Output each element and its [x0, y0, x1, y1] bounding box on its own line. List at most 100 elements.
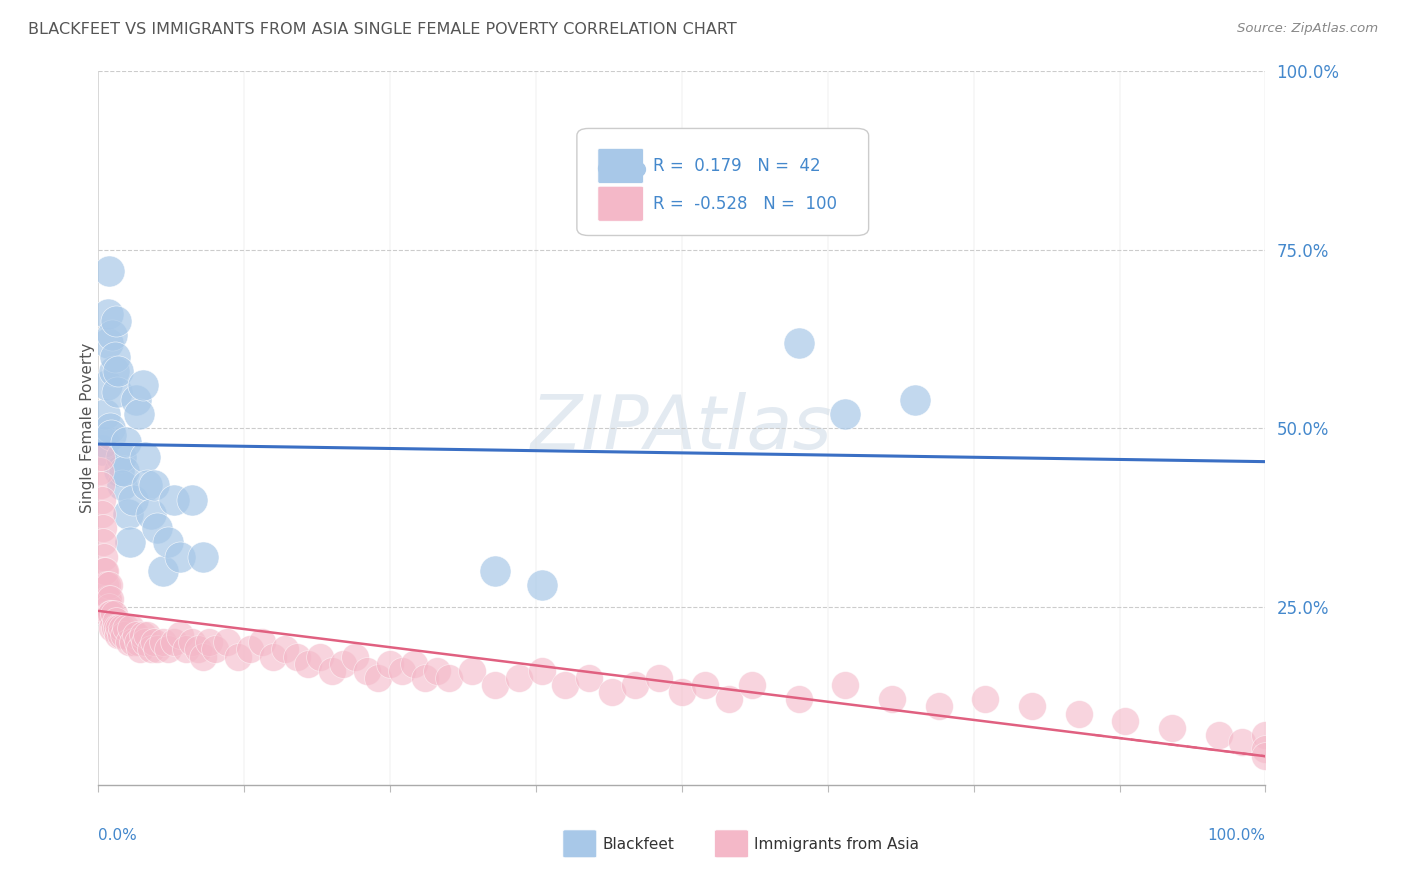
Point — [129, 642, 152, 657]
Point — [671, 685, 693, 699]
Point — [96, 592, 118, 607]
Point — [163, 492, 186, 507]
Point — [101, 621, 124, 635]
Point — [112, 464, 135, 478]
Point — [530, 664, 553, 678]
Point — [904, 392, 927, 407]
Point — [134, 450, 156, 464]
Point — [115, 435, 138, 450]
Point — [89, 464, 111, 478]
Point — [321, 664, 343, 678]
Point — [97, 335, 120, 350]
Point — [90, 507, 112, 521]
Point — [139, 507, 162, 521]
Point — [228, 649, 250, 664]
Point — [98, 421, 121, 435]
Point — [309, 649, 332, 664]
Point — [136, 628, 159, 642]
Point — [1254, 728, 1277, 742]
Point — [461, 664, 484, 678]
Point — [285, 649, 308, 664]
Point — [1161, 721, 1184, 735]
Point — [98, 607, 121, 621]
Point — [1114, 714, 1136, 728]
Point — [97, 307, 120, 321]
Point — [104, 621, 127, 635]
Point — [1254, 742, 1277, 756]
FancyBboxPatch shape — [576, 128, 869, 235]
Point — [143, 478, 166, 492]
Point — [1067, 706, 1090, 721]
Point — [193, 649, 215, 664]
Point — [132, 628, 155, 642]
Point — [112, 628, 135, 642]
Point — [127, 635, 149, 649]
Point — [508, 671, 530, 685]
Point — [146, 642, 169, 657]
Point — [125, 392, 148, 407]
Point — [484, 678, 506, 692]
Point — [94, 407, 117, 421]
Point — [187, 642, 209, 657]
FancyBboxPatch shape — [598, 186, 644, 221]
Point — [198, 635, 221, 649]
Point — [624, 678, 647, 692]
Point — [928, 699, 950, 714]
Point — [128, 407, 150, 421]
Point — [600, 685, 623, 699]
Point — [787, 335, 810, 350]
Text: Source: ZipAtlas.com: Source: ZipAtlas.com — [1237, 22, 1378, 36]
Point — [741, 678, 763, 692]
Point — [134, 635, 156, 649]
FancyBboxPatch shape — [598, 148, 644, 184]
Point — [91, 535, 114, 549]
Text: 0.0%: 0.0% — [98, 828, 138, 843]
Point — [367, 671, 389, 685]
Point — [107, 628, 129, 642]
Point — [105, 621, 128, 635]
Point — [104, 614, 127, 628]
FancyBboxPatch shape — [714, 830, 748, 858]
Y-axis label: Single Female Poverty: Single Female Poverty — [80, 343, 94, 513]
Point — [97, 578, 120, 592]
Point — [94, 564, 117, 578]
Point — [180, 492, 202, 507]
Point — [125, 628, 148, 642]
Point — [118, 635, 141, 649]
Point — [139, 642, 162, 657]
Point — [344, 649, 367, 664]
Point — [484, 564, 506, 578]
Point — [111, 621, 134, 635]
Point — [93, 564, 115, 578]
Point — [834, 678, 856, 692]
Point — [695, 678, 717, 692]
Point — [152, 564, 174, 578]
Point — [111, 478, 134, 492]
Point — [104, 314, 127, 328]
Point — [94, 578, 117, 592]
Point — [97, 607, 120, 621]
Point — [97, 599, 120, 614]
Point — [974, 692, 997, 706]
Point — [1230, 735, 1253, 749]
Point — [239, 642, 262, 657]
Point — [97, 592, 120, 607]
Point — [146, 521, 169, 535]
Point — [1254, 749, 1277, 764]
Point — [118, 535, 141, 549]
Point — [120, 621, 142, 635]
Point — [180, 635, 202, 649]
Point — [578, 671, 600, 685]
Point — [90, 450, 112, 464]
Text: Immigrants from Asia: Immigrants from Asia — [754, 837, 920, 852]
Point — [530, 578, 553, 592]
Point — [108, 621, 131, 635]
Point — [107, 364, 129, 378]
Point — [103, 607, 125, 621]
Point — [100, 428, 122, 442]
Point — [647, 671, 669, 685]
Point — [332, 657, 354, 671]
Text: 100.0%: 100.0% — [1208, 828, 1265, 843]
Point — [91, 521, 114, 535]
Point — [101, 328, 124, 343]
